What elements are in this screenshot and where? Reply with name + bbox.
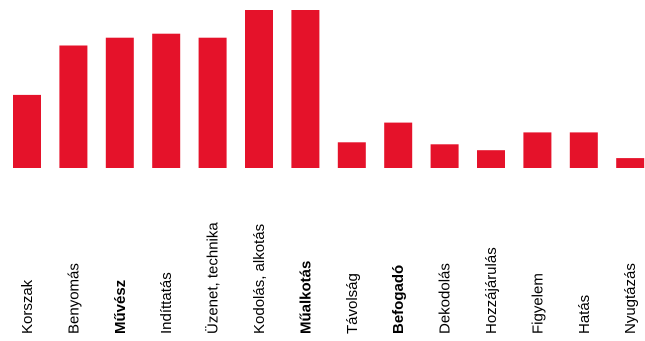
- tick-label-befogado: Befogadó: [390, 265, 407, 334]
- bar-korszak: [13, 94, 41, 168]
- tick-label-korszak: Korszak: [19, 279, 36, 334]
- bar-muvesz: [105, 37, 134, 169]
- bars-group: [13, 10, 645, 169]
- bar-mualkotas: [291, 10, 320, 168]
- bar-kodolas-alkotas: [245, 10, 273, 168]
- tick-label-tavolsag: Távolság: [344, 273, 361, 334]
- bar-figyelem: [523, 132, 552, 168]
- bar-nyugtazas: [616, 158, 645, 168]
- tick-label-dekodolas: Dekodolás: [437, 263, 454, 334]
- bar-benyomas: [59, 45, 88, 168]
- bar-uzenet-technika: [198, 37, 227, 169]
- tick-label-figyelem: Figyelem: [529, 273, 546, 334]
- bar-dekodolas: [430, 144, 459, 168]
- tick-label-mualkotas: Műalkotás: [297, 261, 314, 334]
- category-labels-group: Korszak Benyomás Művész Indíttatás Üzenet, t…: [19, 222, 639, 334]
- tick-label-hozzajarulas: Hozzájárulás: [483, 247, 500, 334]
- bar-tavolsag: [337, 142, 366, 168]
- bar-hozzajarulas: [477, 150, 505, 168]
- tick-label-nyugtazas: Nyugtázás: [622, 263, 639, 334]
- bar-indittatas: [152, 33, 181, 169]
- tick-label-hatas: Hatás: [576, 295, 593, 334]
- tick-label-kodolas-alkotas: Kodolás, alkotás: [251, 224, 268, 334]
- tick-label-muvesz: Művész: [112, 280, 129, 334]
- tick-label-uzenet-technika: Üzenet, technika: [204, 222, 222, 334]
- bar-befogado: [384, 122, 413, 168]
- tick-label-benyomas: Benyomás: [65, 263, 82, 334]
- bar-hatas: [569, 132, 598, 168]
- tick-label-indittatas: Indíttatás: [158, 272, 175, 334]
